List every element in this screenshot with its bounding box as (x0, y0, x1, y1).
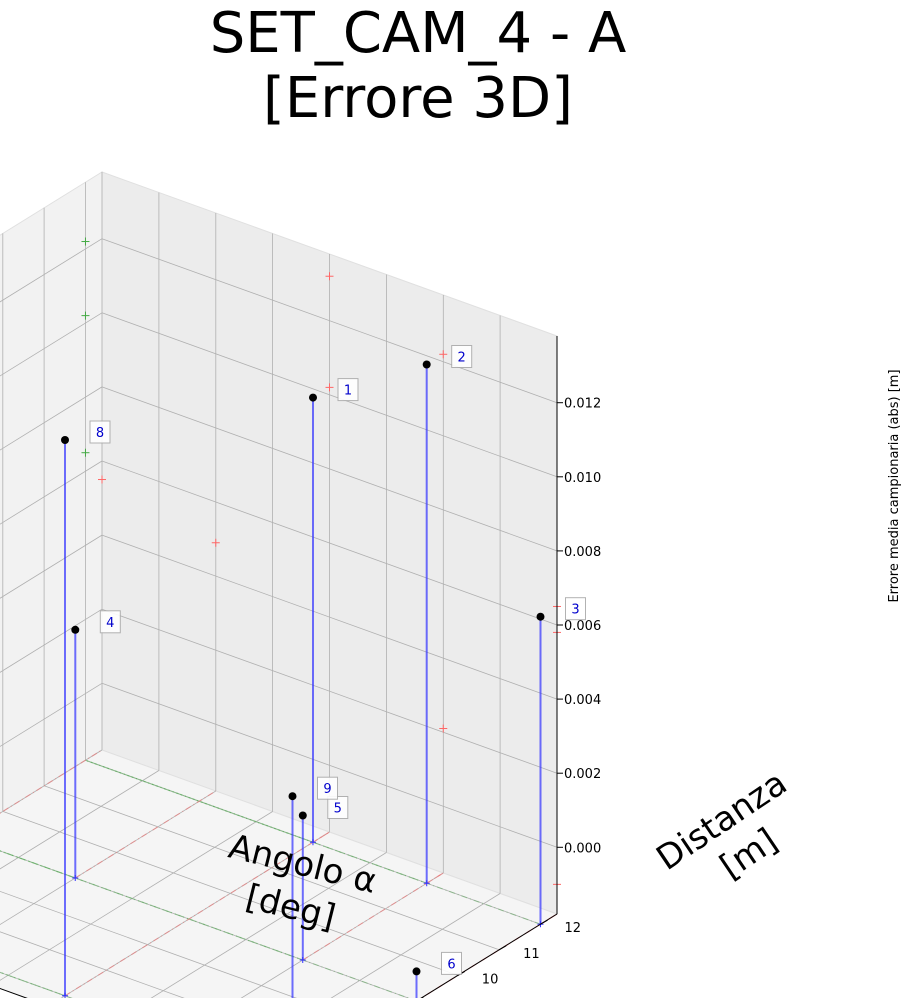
y-projection-guide (85, 759, 427, 884)
data-point-8 (61, 436, 69, 444)
point-label-2: 2 (458, 351, 466, 366)
data-point-9 (288, 792, 297, 801)
grid-line-z-left (0, 460, 103, 525)
x-projection-guide (426, 872, 444, 884)
z-tick-label: 0.006 (564, 619, 601, 634)
grid-line-y-floor (0, 890, 298, 998)
grid-line-y-floor (43, 785, 500, 951)
grid-line-x-floor (0, 749, 103, 814)
grid-line-y-floor (2, 811, 458, 976)
x-projection-guide (74, 790, 217, 879)
z-tick-label: 0.002 (564, 767, 601, 782)
y-projection-guide (0, 971, 66, 997)
x-projection-marker (439, 724, 448, 733)
point-label-9: 9 (323, 782, 331, 797)
stem-base-marker-4 (72, 875, 79, 881)
projection-markers (0, 237, 561, 998)
x-projection-guide (312, 831, 330, 843)
x-projection-guide (302, 872, 444, 961)
point-label-1: 1 (344, 384, 352, 399)
x-projection-marker (325, 383, 334, 392)
y-tick-label: 12 (565, 921, 582, 936)
x-projection-marker (325, 272, 334, 281)
grid-line-z-back (101, 534, 558, 700)
point-label-box-1 (337, 378, 359, 402)
point-label-5: 5 (334, 802, 342, 817)
x-projection-marker (211, 538, 220, 547)
y-tick-label: 11 (523, 947, 540, 962)
chart-title-line1: SET_CAM_4 - A (210, 1, 627, 66)
z-tick-label: 0.004 (564, 693, 601, 708)
point-label-box-3 (565, 597, 586, 621)
grid-line-y-floor (0, 931, 185, 998)
point-label-box-2 (451, 345, 473, 368)
data-point-1 (309, 393, 317, 402)
grid-line-z-left (0, 608, 103, 673)
y-projection-guide (85, 759, 314, 843)
z-tick-label: 0.000 (564, 841, 601, 856)
z-axis-label: Errore media campionaria (abs) [m] (887, 369, 902, 602)
grid-line-z-back (101, 312, 558, 478)
y-projection-guide (85, 759, 541, 925)
x-projection-marker (98, 475, 106, 484)
point-labels: 123456789 (89, 345, 586, 975)
y-tick-mark (540, 919, 548, 925)
grid-line-z-left (0, 534, 103, 599)
point-label-6: 6 (447, 957, 455, 972)
axis-ticks: −20−15−10−50510152067891011120.0000.0020… (0, 336, 601, 998)
data-point-4 (71, 625, 80, 634)
x-projection-marker (439, 350, 448, 359)
y-tick-mark (498, 945, 507, 951)
grid-line-z-left (0, 682, 103, 747)
point-label-box-6 (441, 951, 462, 975)
point-label-8: 8 (96, 426, 104, 441)
grid-line-z-left (0, 238, 103, 303)
grid-line-z-left (0, 312, 103, 377)
grid-line-y-floor (0, 850, 410, 998)
point-label-box-9 (317, 776, 338, 800)
chart-title-line2: [Errore 3D] (263, 66, 573, 131)
y-projection-marker (81, 237, 90, 246)
stem-base-marker-5 (299, 957, 306, 963)
point-label-4: 4 (106, 616, 114, 631)
axes-grid (0, 172, 558, 998)
point-label-box-4 (99, 610, 121, 634)
z-tick-label: 0.010 (564, 471, 601, 486)
data-point-6 (412, 967, 421, 976)
y-projection-marker (81, 311, 90, 320)
data-stems (61, 360, 545, 998)
grid-line-z-back (101, 238, 558, 404)
grid-line-z-back (101, 608, 558, 774)
point-label-box-8 (89, 420, 111, 444)
y-axis-line (420, 913, 558, 998)
y-tick-label: 10 (482, 972, 499, 987)
y-projection-guide (0, 850, 303, 961)
data-point-3 (536, 612, 545, 621)
stem-base-marker-2 (423, 880, 430, 887)
point-label-3: 3 (571, 603, 579, 618)
z-tick-label: 0.012 (564, 397, 601, 412)
y-projection-guide (0, 850, 410, 998)
stem-base-marker-1 (309, 839, 316, 846)
grid-line-z-back (101, 682, 558, 848)
z-tick-label: 0.008 (564, 545, 601, 560)
data-point-5 (298, 811, 307, 820)
data-point-2 (422, 360, 431, 369)
y-projection-marker (81, 448, 90, 457)
grid-line-z-back (101, 460, 558, 626)
grid-line-z-back (101, 386, 558, 552)
grid-line-z-left (0, 386, 103, 451)
